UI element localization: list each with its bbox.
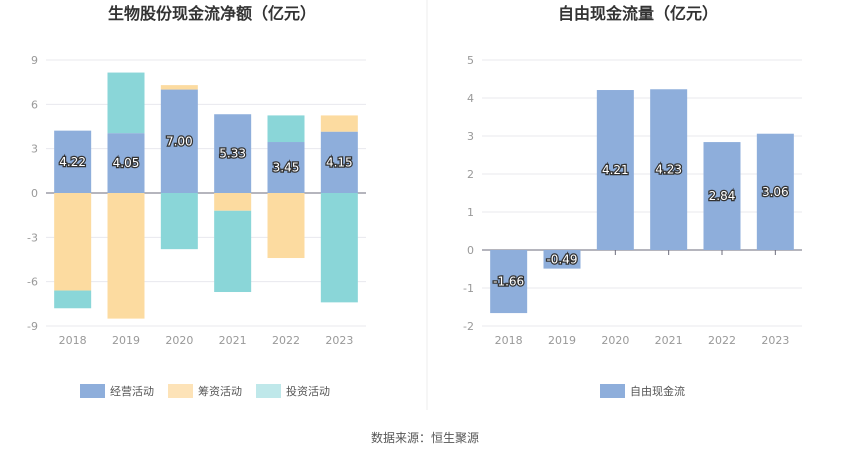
left-y-tick-label: -9 [27, 320, 38, 333]
left-bar-3 [54, 290, 92, 309]
left-bar-2 [267, 193, 305, 259]
left-legend-label: 经营活动 [110, 384, 154, 398]
left-legend-swatch [80, 384, 105, 398]
right-bar-1 [543, 250, 581, 269]
right-x-tick-label: 2018 [495, 334, 523, 347]
left-legend-label: 筹资活动 [198, 384, 242, 398]
right-y-tick-label: 1 [467, 206, 474, 219]
left-x-tick-label: 2023 [325, 334, 353, 347]
right-data-label: 4.23 [655, 163, 682, 177]
right-bar-1 [650, 89, 688, 250]
left-x-tick-label: 2022 [272, 334, 300, 347]
left-bar-2 [160, 85, 198, 90]
right-legend-item: 自由现金流 [600, 384, 685, 398]
left-data-label: 3.45 [273, 161, 300, 175]
left-bar-3 [214, 210, 252, 293]
left-x-tick-label: 2019 [112, 334, 140, 347]
left-legend-swatch [168, 384, 193, 398]
left-legend-swatch [256, 384, 281, 398]
left-y-tick-label: -3 [27, 231, 38, 244]
right-data-label: -1.66 [493, 275, 524, 289]
left-y-tick-label: 6 [31, 98, 38, 111]
right-data-label: 4.21 [602, 163, 629, 177]
right-legend-label: 自由现金流 [630, 384, 685, 398]
right-y-tick-label: 0 [467, 244, 474, 257]
right-data-label: 2.84 [709, 189, 736, 203]
right-y-tick-label: -2 [463, 320, 474, 333]
left-bar-1 [107, 133, 145, 193]
right-y-tick-label: 2 [467, 168, 474, 181]
left-bar-1 [267, 142, 305, 193]
left-bar-3 [160, 193, 198, 250]
right-data-label: 3.06 [762, 185, 789, 199]
left-bar-2 [214, 193, 252, 211]
left-data-label: 4.15 [326, 155, 353, 169]
left-x-tick-label: 2021 [219, 334, 247, 347]
right-chart-title: 自由现金流量（亿元） [558, 4, 718, 23]
right-data-label: -0.49 [546, 252, 577, 266]
right-bar-1 [490, 250, 528, 314]
left-x-tick-label: 2018 [59, 334, 87, 347]
right-bar-1 [756, 133, 794, 250]
right-x-tick-label: 2019 [548, 334, 576, 347]
left-data-label: 4.22 [59, 155, 86, 169]
left-data-label: 4.05 [113, 156, 140, 170]
right-x-tick-label: 2023 [761, 334, 789, 347]
right-x-tick-label: 2022 [708, 334, 736, 347]
left-legend-item: 筹资活动 [168, 384, 242, 398]
left-data-label: 5.33 [219, 147, 246, 161]
left-data-label: 7.00 [166, 134, 193, 148]
right-legend-swatch [600, 384, 625, 398]
left-y-tick-label: 9 [31, 54, 38, 67]
left-bar-1 [160, 89, 198, 193]
left-y-tick-label: -6 [27, 276, 38, 289]
right-y-tick-label: 4 [467, 92, 474, 105]
right-y-tick-label: 3 [467, 130, 474, 143]
right-bar-1 [596, 90, 634, 251]
left-bar-3 [267, 115, 305, 143]
left-legend-item: 经营活动 [80, 384, 154, 398]
left-x-tick-label: 2020 [165, 334, 193, 347]
right-x-tick-label: 2021 [655, 334, 683, 347]
left-bar-1 [214, 114, 252, 193]
left-bar-1 [54, 130, 92, 193]
right-x-tick-label: 2020 [601, 334, 629, 347]
left-bar-3 [107, 72, 145, 134]
left-legend-label: 投资活动 [286, 384, 330, 398]
right-y-tick-label: 5 [467, 54, 474, 67]
left-legend-item: 投资活动 [256, 384, 330, 398]
left-chart-title: 生物股份现金流净额（亿元） [108, 4, 316, 23]
data-source-note: 数据来源：恒生聚源 [371, 430, 479, 445]
left-bar-3 [320, 193, 358, 303]
right-y-tick-label: -1 [463, 282, 474, 295]
left-y-tick-label: 3 [31, 143, 38, 156]
left-bar-2 [107, 193, 145, 319]
cash-flow-net-chart: 生物股份现金流净额（亿元） 9 6 3 0 -3 -6 -9 2018 2019 2020 2021… [27, 4, 366, 398]
free-cash-flow-chart: 自由现金流量（亿元） 5 4 3 2 1 0 -1 -2 2018 2019 2020 2021 202… [463, 4, 802, 398]
left-bar-2 [320, 115, 358, 132]
right-bar-1 [703, 142, 741, 250]
left-y-tick-label: 0 [31, 187, 38, 200]
left-bar-1 [320, 131, 358, 193]
left-bar-2 [54, 193, 92, 291]
